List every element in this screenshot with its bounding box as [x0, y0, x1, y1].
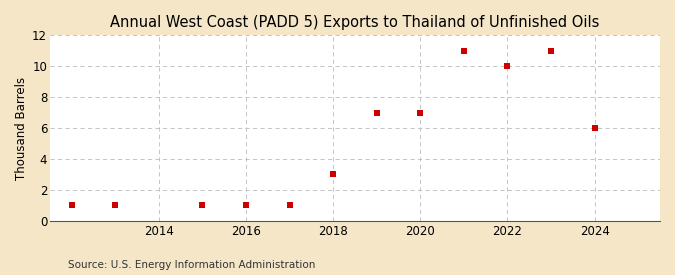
Point — [458, 49, 469, 53]
Point — [328, 172, 339, 177]
Point — [589, 126, 600, 130]
Point — [66, 203, 77, 208]
Point — [284, 203, 295, 208]
Point — [371, 111, 382, 115]
Point — [545, 49, 556, 53]
Text: Source: U.S. Energy Information Administration: Source: U.S. Energy Information Administ… — [68, 260, 315, 270]
Point — [415, 111, 426, 115]
Point — [240, 203, 251, 208]
Point — [502, 64, 513, 68]
Point — [110, 203, 121, 208]
Y-axis label: Thousand Barrels: Thousand Barrels — [15, 76, 28, 180]
Title: Annual West Coast (PADD 5) Exports to Thailand of Unfinished Oils: Annual West Coast (PADD 5) Exports to Th… — [110, 15, 599, 30]
Point — [197, 203, 208, 208]
